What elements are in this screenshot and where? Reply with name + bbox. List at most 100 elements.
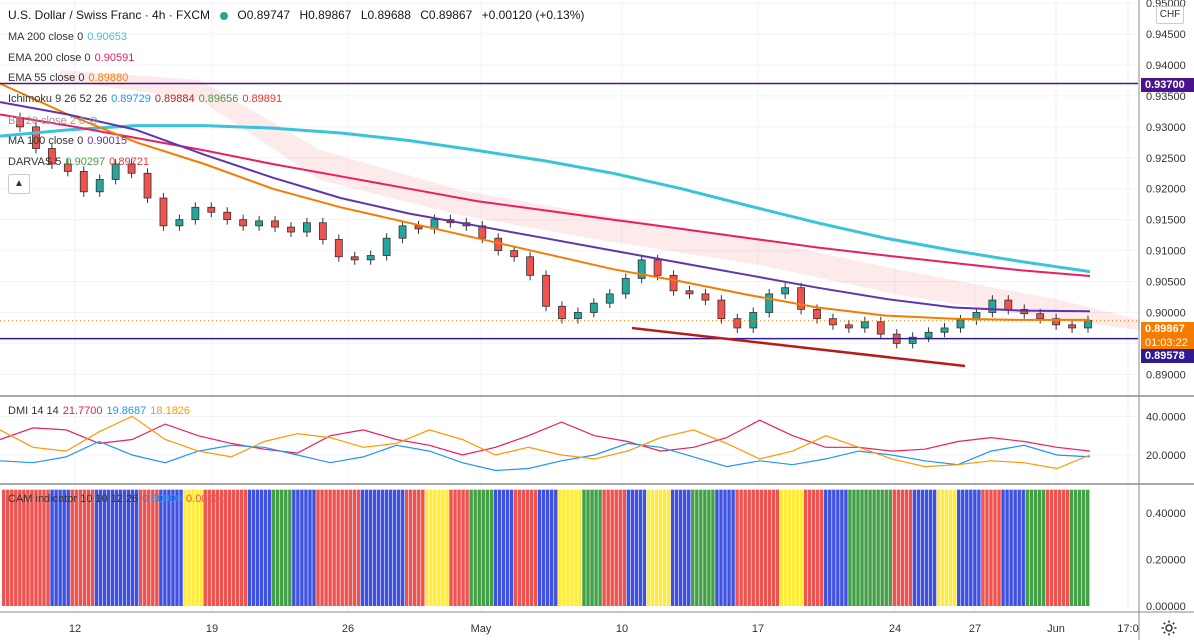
cam-bar: [1045, 489, 1050, 606]
cam-bar: [654, 489, 659, 606]
cam-bar: [699, 489, 703, 606]
cam-bar: [352, 489, 357, 606]
cam-bar: [892, 489, 896, 606]
candle-body: [717, 299, 726, 320]
legend-dmi[interactable]: DMI 14 14 21.7700 19.8687 18.1826: [8, 405, 194, 417]
candle-body: [191, 206, 200, 221]
candle-body: [733, 318, 742, 329]
cam-bar: [288, 489, 292, 606]
y-tick-label: 0.91000: [1146, 246, 1186, 258]
legend-ichimoku[interactable]: Ichimoku 9 26 52 26 0.89729 0.89884 0.89656…: [8, 93, 286, 105]
cam-bar: [1001, 489, 1005, 606]
cam-bar: [384, 489, 389, 606]
cam-bar: [179, 489, 183, 606]
legend-value: 0.90015: [87, 135, 127, 147]
cam-bar: [634, 489, 639, 606]
candle-body: [1068, 324, 1076, 329]
cam-bar: [425, 489, 429, 606]
cam-bar: [18, 489, 22, 606]
cam-bar: [408, 489, 413, 606]
candle-body: [398, 225, 407, 239]
cam-bar: [505, 489, 510, 606]
chevron-up-icon: ▲: [14, 178, 24, 189]
cam-bar: [147, 489, 151, 606]
candle-body: [223, 211, 232, 221]
cam-bar: [207, 489, 211, 606]
x-tick-label: 17: [752, 623, 764, 635]
cam-bar: [360, 489, 365, 606]
candle-body: [542, 274, 550, 307]
cam-bar: [614, 489, 618, 606]
cam-bar: [803, 489, 808, 606]
cam-bar: [707, 489, 711, 606]
cam-bar: [828, 489, 832, 606]
cam-bar: [255, 489, 260, 606]
legend-label: MA 100 close 0: [8, 135, 84, 147]
cam-bar: [284, 489, 288, 606]
cam-bar: [811, 489, 816, 606]
cam-bar: [969, 489, 973, 606]
cam-bar: [509, 489, 514, 606]
cam-bar: [102, 489, 107, 606]
cam-bar: [1069, 489, 1074, 606]
cam-bar: [171, 489, 175, 606]
cam-bar: [783, 489, 788, 606]
legend-ma200[interactable]: MA 200 close 0 0.90653: [8, 31, 131, 43]
eye-off-icon[interactable]: ⊘: [89, 115, 99, 127]
cam-bar: [433, 489, 437, 606]
cam-bar: [106, 489, 111, 606]
candle-body: [175, 219, 184, 227]
legend-darvas[interactable]: DARVAS 5 0.90297 0.89721: [8, 156, 153, 168]
legend-cam[interactable]: CAM indicator 10 10 12 26 0.50000 0.00000: [8, 493, 230, 505]
cam-bar: [134, 489, 139, 606]
cam-bar: [465, 489, 469, 606]
cam-bar: [199, 489, 203, 606]
cam-bar: [344, 489, 348, 606]
currency-label[interactable]: CHF: [1156, 6, 1184, 24]
candle-body: [605, 293, 614, 304]
cam-bar: [928, 489, 933, 606]
cam-bar: [348, 489, 352, 606]
cam-bar: [380, 489, 385, 606]
cam-bar: [739, 489, 743, 606]
cam-bar: [743, 489, 747, 606]
cam-bar: [413, 489, 417, 606]
legend-ema55[interactable]: EMA 55 close 0 0.89880: [8, 72, 132, 84]
cam-bar: [74, 489, 78, 606]
candle-body: [669, 274, 678, 292]
legend-value: 0.89721: [109, 156, 149, 168]
cam-bar: [66, 489, 70, 606]
candle-body: [844, 324, 853, 329]
symbol-title[interactable]: U.S. Dollar / Swiss Franc · 4h · FXCM: [8, 8, 211, 22]
cam-bar: [973, 489, 977, 606]
legend-bb[interactable]: BB 20 close 2 0 ⊘: [8, 114, 102, 127]
legend-label: CAM indicator 10 10 12 26: [8, 493, 139, 505]
ohlc-low: L0.89688: [360, 8, 411, 22]
cam-bar: [912, 489, 917, 606]
support-price-tag: 0.89578: [1141, 349, 1194, 363]
cam-bar: [550, 489, 554, 606]
cam-bar: [114, 489, 119, 606]
gear-icon[interactable]: [1160, 619, 1178, 637]
cam-bar: [110, 489, 115, 606]
candle-body: [111, 163, 120, 180]
cam-bar: [723, 489, 727, 606]
cam-bar: [683, 489, 687, 606]
cam-bar: [767, 489, 772, 606]
cam-bar: [646, 489, 651, 606]
cam-bar: [1033, 489, 1038, 606]
cam-bar: [622, 489, 626, 606]
candle-body: [637, 259, 646, 279]
cam-bar: [900, 489, 905, 606]
cam-bar: [687, 489, 691, 606]
candle-body: [79, 170, 88, 193]
cam-bar: [251, 489, 256, 606]
cam-bar: [985, 489, 989, 606]
candle-body: [303, 222, 311, 233]
legend-ema200[interactable]: EMA 200 close 0 0.90591: [8, 52, 138, 64]
collapse-legend-button[interactable]: ▲: [8, 174, 30, 194]
cam-bar: [469, 489, 473, 606]
legend-ma100[interactable]: MA 100 close 0 0.90015: [8, 135, 131, 147]
cam-bar: [191, 489, 195, 606]
